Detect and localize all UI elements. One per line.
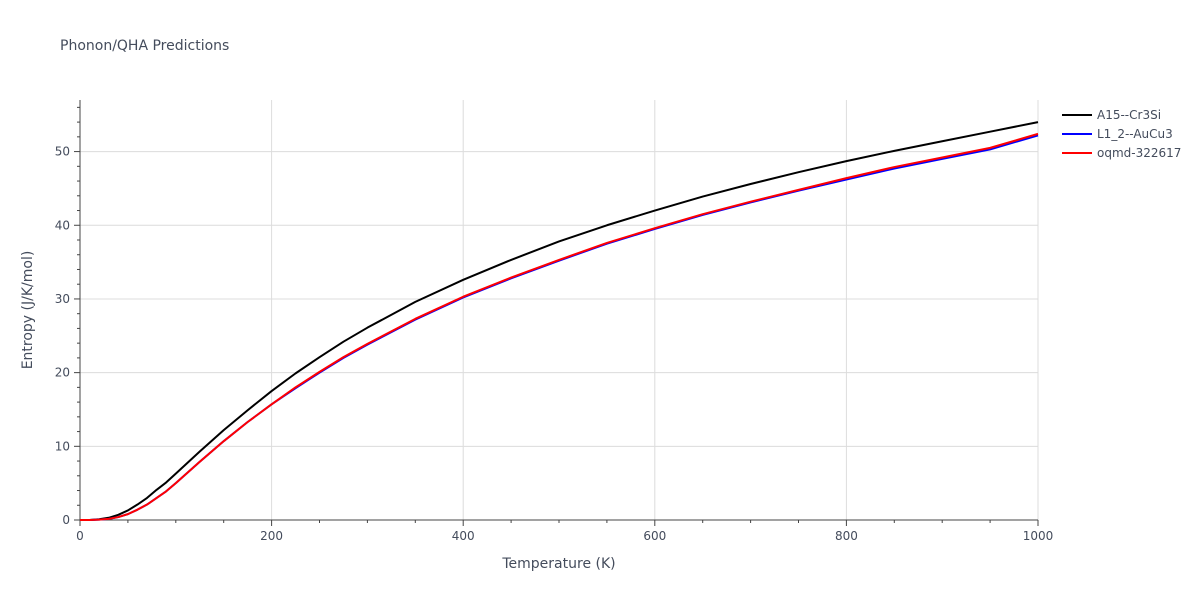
legend-item-0[interactable]: A15--Cr3Si — [1062, 108, 1161, 122]
series-group — [80, 121, 1039, 521]
y-tick-label: 10 — [55, 439, 70, 453]
x-tick-label: 800 — [835, 529, 858, 543]
axes: 0 200 400 600 800 1000 0 10 20 30 40 50 — [55, 100, 1054, 543]
legend-item-1[interactable]: L1_2--AuCu3 — [1062, 127, 1173, 141]
series-line-0 — [80, 121, 1039, 521]
y-tick-label: 40 — [55, 218, 70, 232]
legend-label: A15--Cr3Si — [1097, 108, 1161, 122]
legend[interactable]: A15--Cr3Si L1_2--AuCu3 oqmd-322617 — [1062, 108, 1181, 160]
x-tick-label: 0 — [76, 529, 84, 543]
y-tick-label: 30 — [55, 292, 70, 306]
series-line-1 — [80, 134, 1039, 521]
y-axis-title: Entropy (J/K/mol) — [20, 251, 36, 370]
legend-item-2[interactable]: oqmd-322617 — [1062, 146, 1181, 160]
y-tick-label: 0 — [62, 513, 70, 527]
chart-title: Phonon/QHA Predictions — [60, 38, 229, 54]
grid — [80, 100, 1039, 520]
x-tick-label: 1000 — [1023, 529, 1054, 543]
legend-label: oqmd-322617 — [1097, 146, 1181, 160]
y-tick-label: 20 — [55, 366, 70, 380]
x-tick-label: 200 — [260, 529, 283, 543]
x-axis-title: Temperature (K) — [501, 556, 615, 572]
y-tick-label: 50 — [55, 145, 70, 159]
series-line-2 — [80, 132, 1039, 521]
legend-label: L1_2--AuCu3 — [1097, 127, 1173, 141]
x-tick-label: 600 — [643, 529, 666, 543]
x-tick-label: 400 — [452, 529, 475, 543]
